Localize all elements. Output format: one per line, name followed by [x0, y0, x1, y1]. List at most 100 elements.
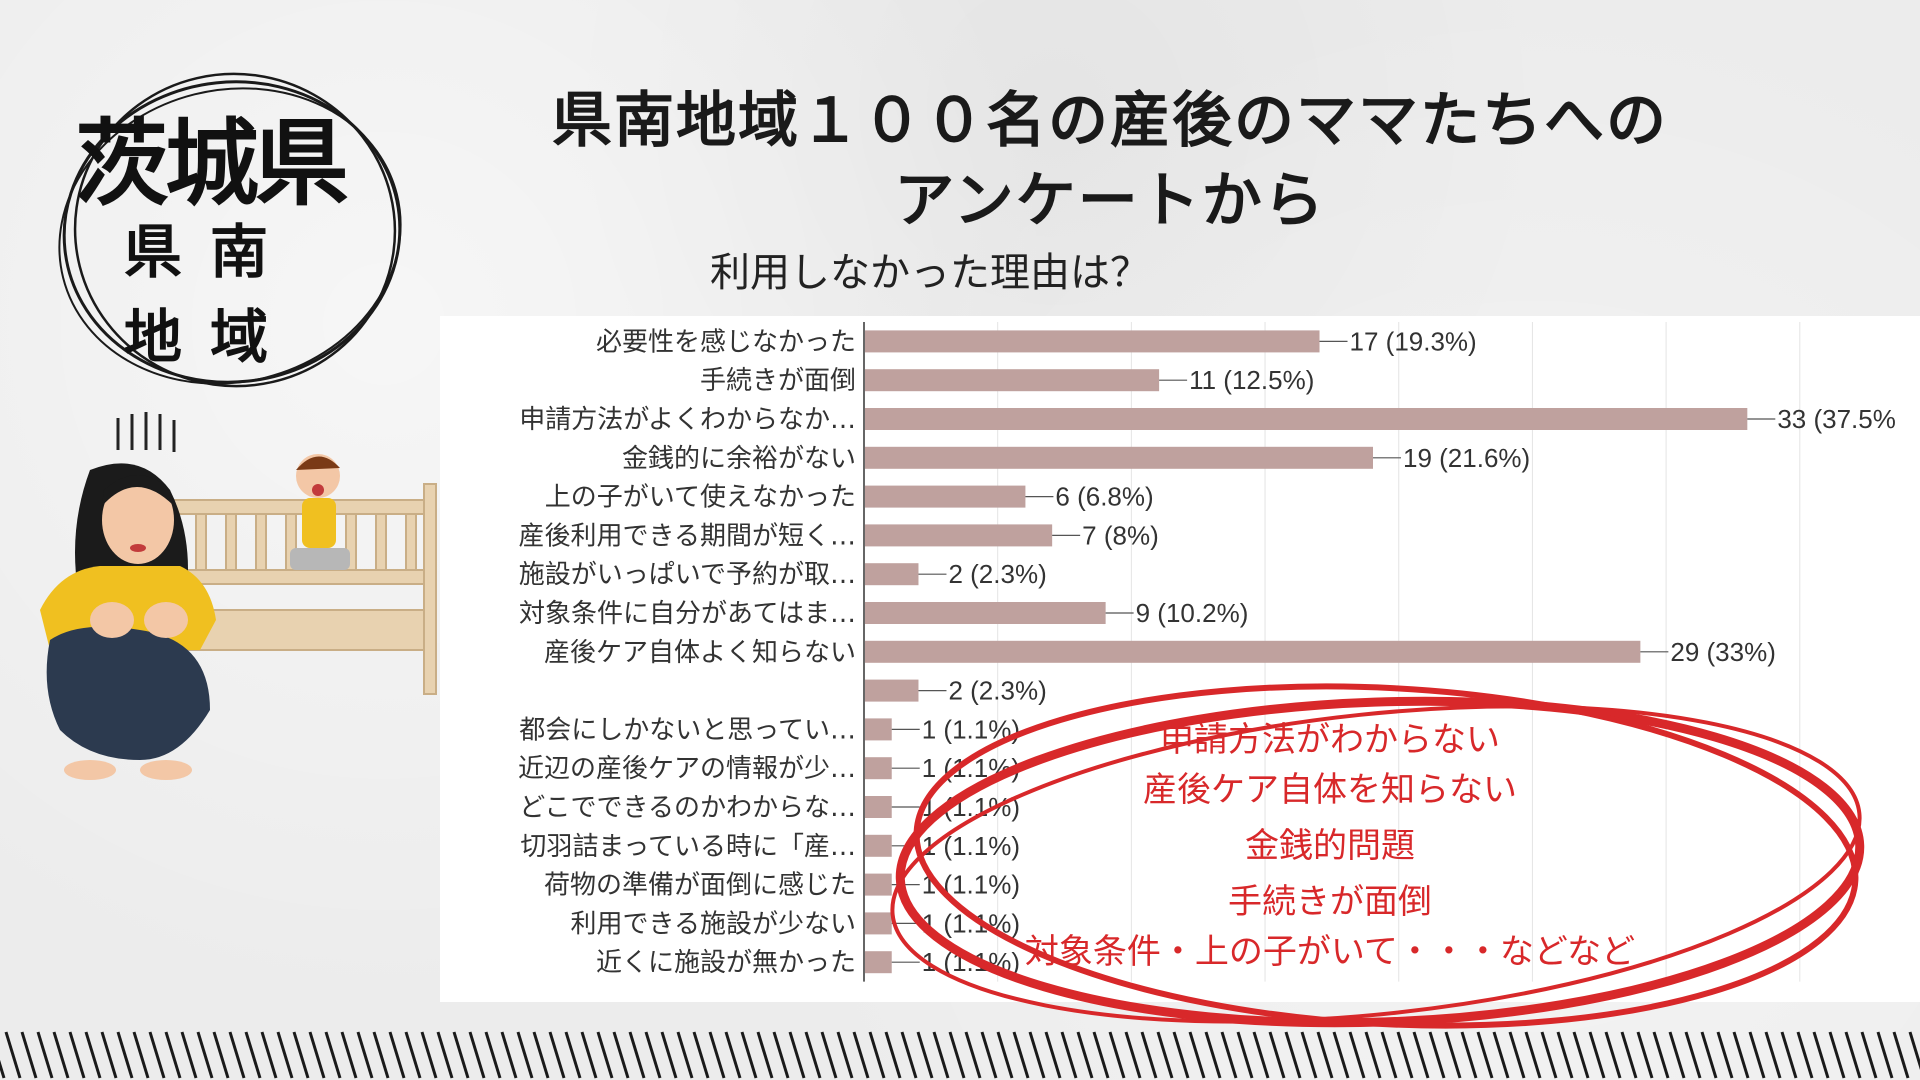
stripe	[228, 1031, 246, 1079]
stripe	[788, 1031, 806, 1079]
stripe	[1860, 1031, 1878, 1079]
stripe	[1604, 1031, 1622, 1079]
stripe	[1364, 1031, 1382, 1079]
data-label: 33 (37.5%	[1777, 404, 1896, 434]
stripe	[612, 1031, 630, 1079]
stripe	[340, 1031, 358, 1079]
stripe	[1316, 1031, 1334, 1079]
bar	[865, 640, 1641, 663]
stripe	[1028, 1031, 1046, 1079]
stripe	[68, 1031, 86, 1079]
stripe	[548, 1031, 566, 1079]
stripe	[1108, 1031, 1126, 1079]
stripe	[1396, 1031, 1414, 1079]
stripe	[20, 1031, 38, 1079]
stripe	[564, 1031, 582, 1079]
stripe	[1348, 1031, 1366, 1079]
stripe	[1732, 1031, 1750, 1079]
region-badge	[40, 50, 430, 410]
stripe	[52, 1031, 70, 1079]
stripe	[1748, 1031, 1766, 1079]
stripe	[1556, 1031, 1574, 1079]
stripe	[1508, 1031, 1526, 1079]
category-label: 産後ケア自体よく知らない	[544, 638, 856, 668]
data-label: 7 (8%)	[1082, 520, 1159, 550]
stripe	[932, 1031, 950, 1079]
stripe	[948, 1031, 966, 1079]
stripe	[1908, 1031, 1920, 1071]
stripe	[644, 1031, 662, 1079]
category-label: 荷物の準備が面倒に感じた	[544, 871, 856, 901]
category-label: 上の子がいて使えなかった	[545, 483, 856, 513]
bar	[865, 563, 919, 586]
bar	[865, 757, 892, 780]
stripe	[1156, 1031, 1174, 1079]
stripe	[1076, 1031, 1094, 1079]
stripe	[900, 1031, 918, 1079]
stripe	[740, 1031, 758, 1079]
stripe	[1444, 1031, 1462, 1079]
stripe	[1716, 1031, 1734, 1079]
category-label: 都会にしかないと思ってい…	[519, 715, 856, 745]
stripe	[1828, 1031, 1846, 1079]
stripe	[1204, 1031, 1222, 1079]
badge-region-line2: 地域	[123, 303, 296, 371]
chart-panel: 17 (19.3%) 必要性を感じなかった 11 (12.5%) 手続きが面倒 33 (…	[440, 316, 1920, 1002]
data-label: 17 (19.3%)	[1350, 326, 1477, 356]
bar	[865, 602, 1106, 624]
stripe	[756, 1031, 774, 1079]
stripe	[516, 1031, 534, 1079]
stripe	[1572, 1031, 1590, 1079]
stripe	[1780, 1031, 1798, 1079]
stripe	[1540, 1031, 1558, 1079]
callout-line: 申請方法がわからない	[1160, 720, 1500, 760]
stripe	[1268, 1031, 1286, 1079]
stripe	[84, 1031, 102, 1079]
bar	[865, 834, 892, 857]
bar	[865, 796, 892, 818]
stripe	[1012, 1031, 1030, 1079]
stripe	[1620, 1031, 1638, 1079]
stripe	[1460, 1031, 1478, 1079]
stripe	[628, 1031, 646, 1079]
callout-circle	[880, 666, 1920, 1046]
stripe	[468, 1031, 486, 1079]
stripe	[532, 1031, 550, 1079]
bar	[865, 524, 1053, 547]
stripe	[1044, 1031, 1062, 1079]
stripe	[388, 1031, 406, 1079]
stripe	[132, 1031, 150, 1079]
stripe	[436, 1031, 454, 1079]
stripe	[420, 1031, 438, 1079]
category-label: 手続きが面倒	[700, 366, 856, 396]
stripe	[820, 1031, 838, 1079]
stripe	[1380, 1031, 1398, 1079]
stripe	[804, 1031, 822, 1079]
stripe	[1332, 1031, 1350, 1079]
red-circle-icon	[890, 683, 1865, 1029]
callout-line: 産後ケア自体を知らない	[1143, 770, 1517, 810]
data-label: 19 (21.6%)	[1403, 443, 1530, 473]
category-label: 近くに施設が無かった	[596, 948, 856, 978]
stripe	[1220, 1031, 1238, 1079]
stripe	[500, 1031, 518, 1079]
stripe	[1284, 1031, 1302, 1079]
stripe	[324, 1031, 342, 1079]
bar	[865, 369, 1160, 392]
stripe	[1636, 1031, 1654, 1079]
stripe	[980, 1031, 998, 1079]
bar	[865, 485, 1026, 508]
stripe	[260, 1031, 278, 1079]
stripe	[692, 1031, 710, 1079]
stripe	[852, 1031, 870, 1079]
stripe	[1124, 1031, 1142, 1079]
callout-line: 金銭的問題	[1245, 826, 1415, 866]
survey-question: 利用しなかった理由は？	[710, 250, 1150, 296]
category-label: 金銭的に余裕がない	[622, 444, 856, 474]
stripe	[1428, 1031, 1446, 1079]
stripe	[836, 1031, 854, 1079]
stripe	[452, 1031, 470, 1079]
stripe	[0, 1059, 6, 1079]
category-label: 必要性を感じなかった	[596, 327, 856, 357]
callout-line: 対象条件・上の子がいて・・・などなど	[1024, 932, 1636, 972]
